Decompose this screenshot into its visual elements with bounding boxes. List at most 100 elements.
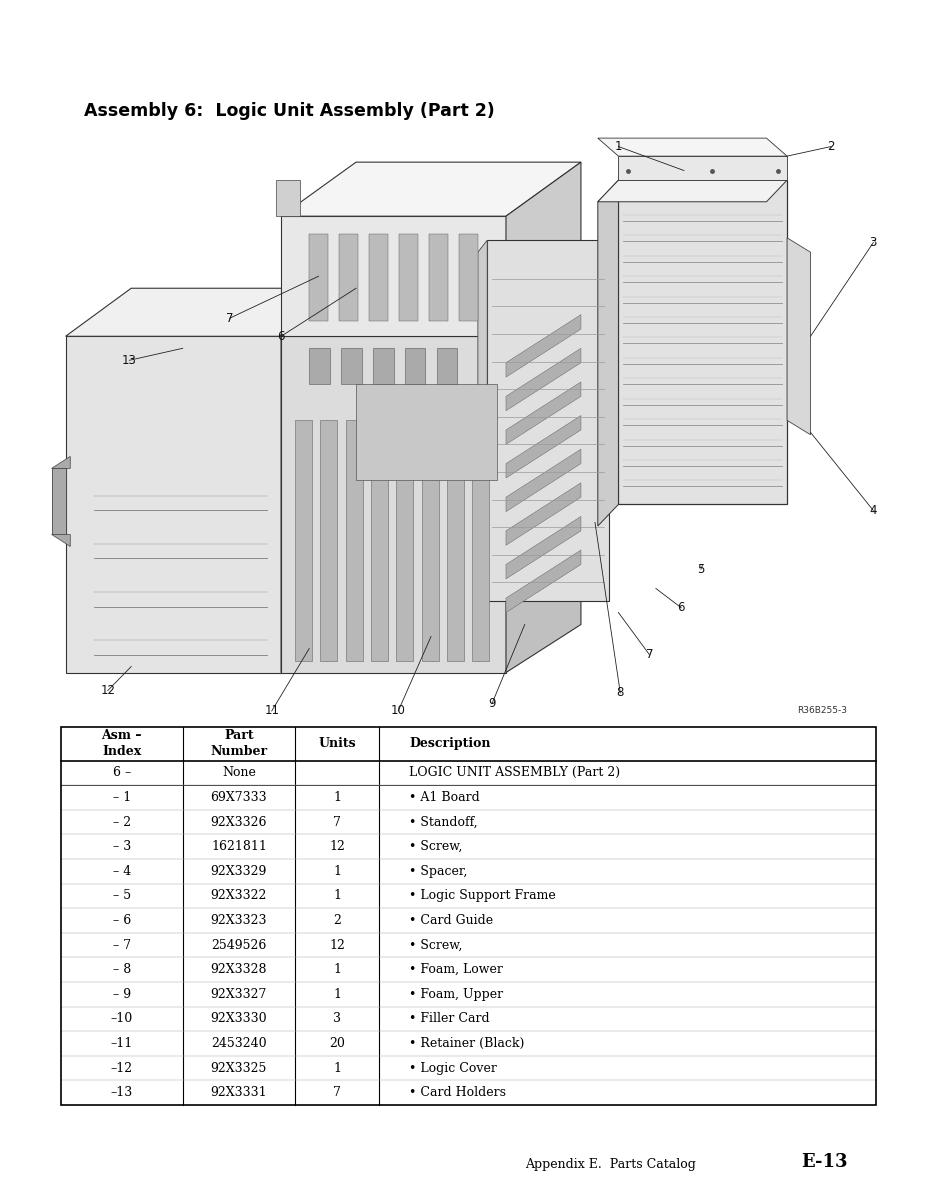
Text: – 3: – 3	[112, 841, 131, 853]
Text: – 2: – 2	[112, 815, 131, 829]
Bar	[309, 234, 328, 321]
Text: – 9: – 9	[112, 987, 131, 1000]
Text: 20: 20	[329, 1036, 344, 1050]
Polygon shape	[505, 382, 580, 444]
Polygon shape	[281, 336, 505, 673]
Text: –12: –12	[110, 1062, 133, 1075]
Text: None: None	[222, 766, 256, 779]
Polygon shape	[505, 276, 580, 673]
Bar	[399, 234, 417, 321]
Text: 12: 12	[100, 685, 115, 697]
Polygon shape	[51, 468, 66, 534]
Polygon shape	[66, 336, 281, 673]
Bar	[61, 727, 875, 1105]
Bar	[320, 420, 337, 661]
Polygon shape	[496, 336, 534, 384]
Text: – 1: – 1	[112, 791, 131, 803]
Text: 2: 2	[826, 141, 834, 153]
Text: E-13: E-13	[800, 1153, 847, 1171]
Text: • Filler Card: • Filler Card	[409, 1012, 490, 1026]
Text: 92X3330: 92X3330	[211, 1012, 267, 1026]
Text: 13: 13	[122, 354, 137, 366]
Polygon shape	[618, 156, 786, 180]
Bar	[373, 348, 393, 384]
Polygon shape	[505, 348, 580, 411]
Bar	[436, 348, 457, 384]
Text: 8: 8	[616, 687, 623, 699]
Text: • Foam, Lower: • Foam, Lower	[409, 963, 503, 976]
Text: 1: 1	[614, 141, 622, 153]
Text: 3: 3	[869, 237, 876, 249]
Text: 7: 7	[333, 1086, 341, 1099]
Polygon shape	[477, 240, 487, 613]
Bar	[371, 420, 388, 661]
Text: 7: 7	[226, 312, 233, 324]
Text: Part
Number: Part Number	[211, 729, 267, 758]
Text: 7: 7	[333, 815, 341, 829]
Text: • Logic Cover: • Logic Cover	[409, 1062, 497, 1075]
Text: 92X3323: 92X3323	[211, 914, 267, 927]
Text: • Foam, Upper: • Foam, Upper	[409, 987, 503, 1000]
Text: 4: 4	[869, 504, 876, 516]
Polygon shape	[597, 180, 618, 526]
Text: 2: 2	[333, 914, 341, 927]
Text: 6 –: 6 –	[112, 766, 131, 779]
Text: 92X3331: 92X3331	[211, 1086, 267, 1099]
Text: • Logic Support Frame: • Logic Support Frame	[409, 890, 555, 902]
Text: • Card Holders: • Card Holders	[409, 1086, 505, 1099]
Polygon shape	[281, 288, 346, 673]
Text: – 8: – 8	[112, 963, 131, 976]
Bar	[339, 234, 358, 321]
Polygon shape	[597, 138, 786, 156]
Polygon shape	[505, 516, 580, 579]
Polygon shape	[597, 180, 786, 202]
Text: 1: 1	[333, 987, 341, 1000]
Bar	[421, 420, 438, 661]
Text: – 7: – 7	[112, 939, 131, 951]
Polygon shape	[51, 456, 70, 468]
Text: • Card Guide: • Card Guide	[409, 914, 493, 927]
Polygon shape	[66, 288, 346, 336]
Text: 11: 11	[264, 705, 279, 717]
Bar	[459, 234, 477, 321]
Text: 9: 9	[488, 698, 495, 710]
Text: 92X3329: 92X3329	[211, 865, 267, 878]
Text: 2549526: 2549526	[211, 939, 267, 951]
Polygon shape	[281, 276, 580, 336]
Text: • Screw,: • Screw,	[409, 841, 462, 853]
Polygon shape	[505, 550, 580, 613]
Text: 10: 10	[390, 705, 405, 717]
Text: 1: 1	[333, 890, 341, 902]
Polygon shape	[505, 315, 580, 377]
Text: • Standoff,: • Standoff,	[409, 815, 477, 829]
Polygon shape	[505, 416, 580, 478]
Polygon shape	[505, 449, 580, 512]
Text: 1: 1	[333, 1062, 341, 1075]
Text: 92X3325: 92X3325	[211, 1062, 267, 1075]
Text: – 6: – 6	[112, 914, 131, 927]
Text: • Screw,: • Screw,	[409, 939, 462, 951]
Bar	[446, 420, 463, 661]
Bar	[369, 234, 388, 321]
Text: –10: –10	[110, 1012, 133, 1026]
Text: 5: 5	[696, 563, 704, 575]
Polygon shape	[281, 162, 580, 216]
Text: 1621811: 1621811	[211, 841, 267, 853]
Polygon shape	[505, 483, 580, 545]
Text: Units: Units	[318, 737, 356, 751]
Polygon shape	[281, 216, 505, 336]
Text: 2453240: 2453240	[211, 1036, 267, 1050]
Polygon shape	[505, 162, 580, 336]
Text: 92X3322: 92X3322	[211, 890, 267, 902]
Text: 3: 3	[333, 1012, 341, 1026]
Bar	[295, 420, 312, 661]
Text: –13: –13	[110, 1086, 133, 1099]
Text: 92X3328: 92X3328	[211, 963, 267, 976]
Text: LOGIC UNIT ASSEMBLY (Part 2): LOGIC UNIT ASSEMBLY (Part 2)	[409, 766, 620, 779]
Bar	[341, 348, 361, 384]
Polygon shape	[356, 384, 496, 480]
Bar	[404, 348, 425, 384]
Text: 12: 12	[329, 939, 344, 951]
Bar	[309, 348, 329, 384]
Text: R36B255-3: R36B255-3	[797, 706, 846, 716]
